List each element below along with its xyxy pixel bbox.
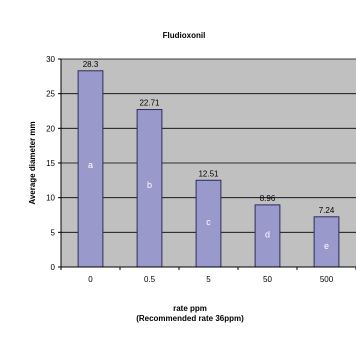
bar-group-letter: d xyxy=(265,230,270,240)
y-tick-label: 10 xyxy=(46,194,55,203)
bars xyxy=(77,70,340,268)
x-axis-label: rate ppm xyxy=(173,304,207,313)
bar-value-label: 22.71 xyxy=(139,99,160,108)
bar-value-label: 8.96 xyxy=(260,194,276,203)
y-tick-label: 20 xyxy=(46,124,55,133)
bar-group-letter: b xyxy=(147,180,152,190)
y-tick-label: 30 xyxy=(46,55,55,64)
x-tick-label: 5 xyxy=(206,275,211,284)
x-tick-label: 0 xyxy=(88,275,93,284)
chart-title: Fludioxonil xyxy=(163,31,206,40)
y-tick-label: 5 xyxy=(51,228,56,237)
y-tick-label: 0 xyxy=(51,263,56,272)
y-tick-label: 25 xyxy=(46,90,55,99)
y-tick-label: 15 xyxy=(46,159,55,168)
bar-value-label: 28.3 xyxy=(83,60,99,69)
x-tick-labels: 0 0.5 5 50 500 xyxy=(60,267,356,284)
x-tick-label: 50 xyxy=(263,275,272,284)
bar-value-label: 12.51 xyxy=(198,169,219,178)
bar-value-label: 7.24 xyxy=(319,206,335,215)
data-labels: 28.3 a 22.71 b 12.51 c 8.96 d 7.24 e xyxy=(83,60,335,251)
x-tick-label: 500 xyxy=(320,275,334,284)
bar xyxy=(77,70,104,268)
bar-group-letter: c xyxy=(206,217,211,227)
x-axis-label-note: (Recommended rate 36ppm) xyxy=(136,314,244,323)
y-axis-label: Average diameter mm xyxy=(28,121,37,204)
x-tick-label: 0.5 xyxy=(144,275,156,284)
y-tick-labels: 0 5 10 15 20 25 30 xyxy=(46,55,61,272)
bar-group-letter: a xyxy=(88,160,93,170)
bar-group-letter: e xyxy=(324,241,329,251)
